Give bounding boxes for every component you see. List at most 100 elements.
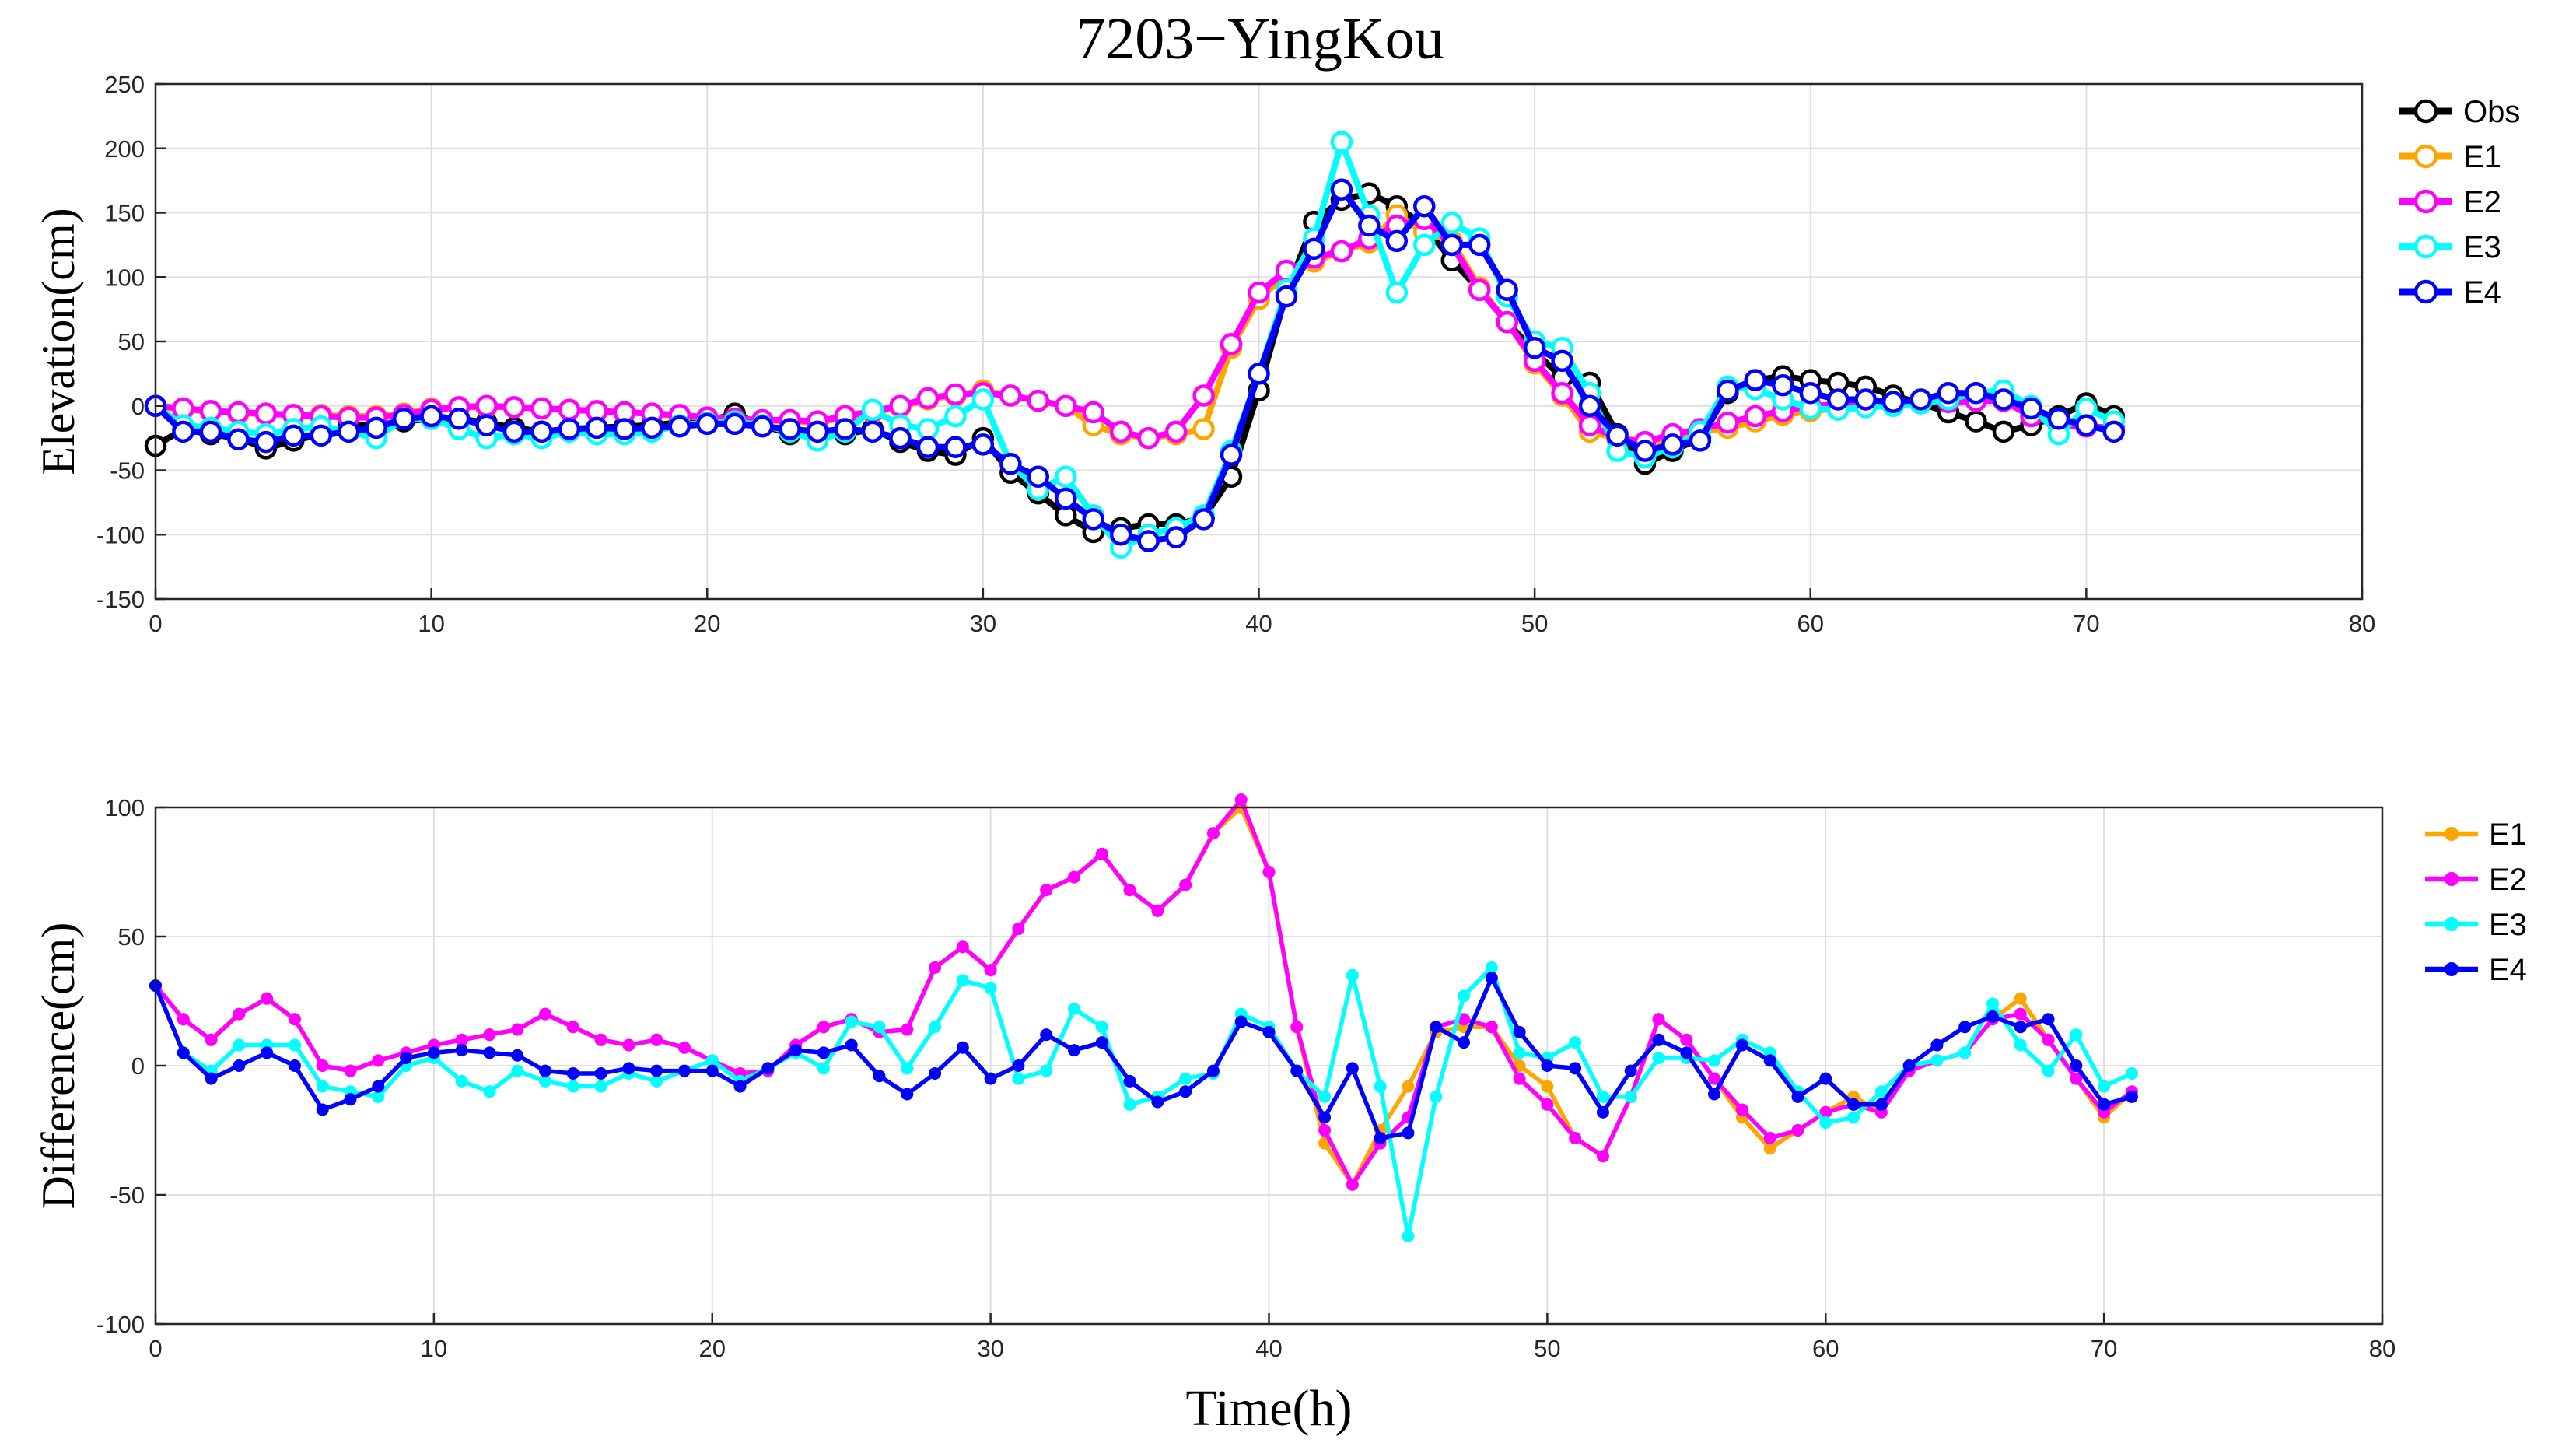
data-point [1040, 1028, 1053, 1042]
data-point [1930, 1038, 1944, 1052]
data-point [873, 1070, 886, 1083]
data-point [316, 1080, 329, 1093]
data-point [1799, 381, 1822, 405]
data-point [1965, 381, 1987, 405]
data-point [558, 418, 581, 440]
data-point [1430, 1021, 1443, 1034]
data-point [1192, 384, 1215, 407]
data-point [177, 1046, 190, 1059]
legend-swatch-marker [2413, 234, 2438, 259]
data-point [1303, 237, 1325, 261]
data-point [233, 1007, 246, 1021]
data-point [594, 1080, 607, 1093]
data-point [1606, 424, 1629, 447]
data-point [1402, 1080, 1415, 1093]
data-point [1027, 389, 1050, 412]
data-point [1067, 1044, 1080, 1057]
data-point [1854, 388, 1877, 411]
data-point [1330, 131, 1353, 153]
legend-label: E3 [2489, 908, 2527, 942]
data-point [483, 1046, 496, 1059]
data-point [1413, 194, 1436, 218]
data-point [310, 424, 333, 447]
data-point [971, 388, 995, 411]
data-point [483, 1028, 496, 1042]
elevation-plot: 0 10 20 30 40 50 60 70 80 -150 -100 -50 0 50 100 150 200… [33, 71, 2520, 637]
data-point [511, 1064, 524, 1077]
data-point [447, 408, 471, 430]
data-point [1151, 904, 1164, 917]
data-point [205, 1072, 218, 1085]
data-point [2047, 408, 2070, 430]
data-point [1523, 337, 1546, 359]
data-point [372, 1054, 385, 1067]
legend-item-e3: E3 [2399, 230, 2501, 264]
data-point [227, 428, 250, 451]
data-point [1569, 1036, 1582, 1049]
legend-label: E2 [2489, 863, 2527, 897]
data-point [1346, 968, 1359, 982]
data-point [1458, 1036, 1471, 1049]
x-tick-label: 0 [149, 610, 162, 637]
data-point [761, 1062, 775, 1075]
data-point [1458, 1013, 1471, 1026]
data-point [1763, 1131, 1776, 1144]
data-point [1717, 412, 1739, 434]
data-point [233, 1059, 246, 1072]
data-point [539, 1007, 552, 1021]
data-point [558, 398, 581, 421]
legend-label: E3 [2463, 230, 2501, 264]
y-tick-label: -150 [96, 586, 145, 613]
data-point [1847, 1098, 1860, 1111]
data-point [1012, 1059, 1025, 1072]
data-point [1992, 420, 2015, 443]
data-point [1374, 1080, 1387, 1093]
data-point [1578, 414, 1601, 436]
data-point [427, 1046, 440, 1059]
legend-item-e2: E2 [2425, 863, 2527, 897]
data-point [1082, 508, 1104, 531]
data-point [172, 420, 194, 443]
data-point [889, 426, 912, 450]
data-point [1234, 1015, 1248, 1028]
data-point [751, 415, 774, 438]
data-point [861, 420, 884, 443]
data-point [455, 1074, 468, 1088]
data-point [1661, 433, 1684, 456]
data-point [1290, 1064, 1304, 1077]
data-point [1937, 381, 1960, 405]
data-point [1164, 420, 1188, 443]
data-point [1040, 884, 1053, 897]
data-point [227, 401, 250, 424]
data-point [1318, 1124, 1332, 1137]
data-point [1290, 1021, 1304, 1034]
data-point [1513, 1025, 1526, 1038]
data-point [1040, 1064, 1053, 1077]
data-point [650, 1074, 663, 1088]
data-point [316, 1059, 329, 1072]
data-point [1095, 847, 1108, 860]
y-tick-label: 100 [104, 264, 145, 291]
data-point [1109, 524, 1132, 546]
data-point [1986, 997, 1999, 1010]
data-point [984, 982, 997, 995]
data-point [455, 1033, 468, 1046]
x-tick-label: 80 [2349, 610, 2375, 637]
data-point [1430, 1090, 1443, 1103]
x-axis-label: Time(h) [1186, 1380, 1353, 1437]
y-tick-label: -100 [96, 521, 145, 548]
data-point [956, 1041, 969, 1054]
data-point [901, 1023, 914, 1036]
data-point [1958, 1046, 1972, 1059]
data-point [205, 1033, 218, 1046]
x-tick-label: 30 [977, 1335, 1003, 1362]
data-point [1791, 1124, 1804, 1137]
data-point [1095, 1021, 1108, 1034]
x-tick-label: 10 [421, 1335, 447, 1362]
data-point [834, 418, 856, 440]
data-point [1151, 1095, 1164, 1109]
data-point [1513, 1072, 1526, 1085]
data-point [233, 1038, 246, 1052]
data-point [1346, 1062, 1359, 1075]
